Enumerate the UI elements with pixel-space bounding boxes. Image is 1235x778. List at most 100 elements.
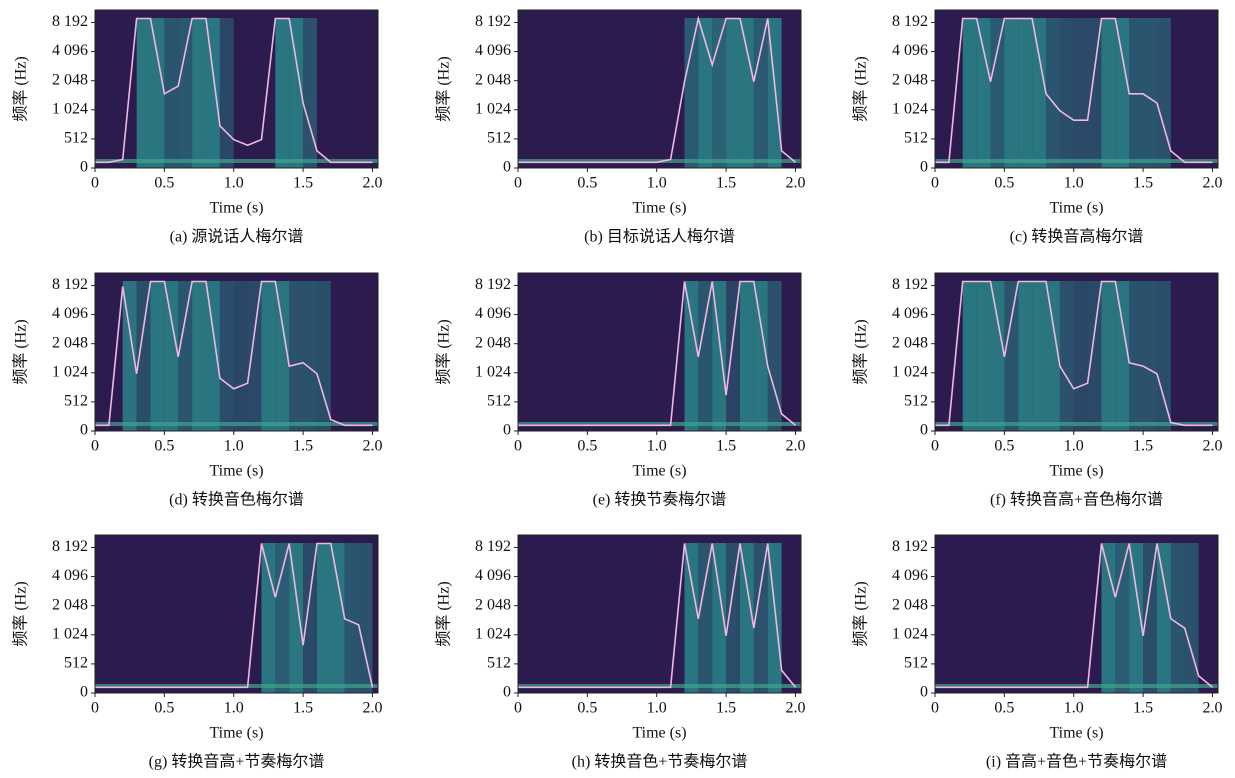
y-tick-label: 8 192: [475, 13, 511, 30]
x-tick-label: 0.5: [994, 175, 1014, 192]
x-tick-label: 0.5: [154, 438, 174, 455]
y-tick-label: 1 024: [892, 363, 928, 380]
y-tick-label: 0: [920, 159, 928, 176]
x-tick-label: 0: [514, 175, 522, 192]
y-tick-label: 2 048: [892, 596, 928, 613]
y-tick-label: 4 096: [52, 42, 88, 59]
spectrogram-cell: [726, 281, 740, 431]
spectrogram-cell: [962, 281, 977, 431]
x-tick-label: 1.0: [224, 700, 244, 717]
spectrogram-cell: [990, 18, 1005, 168]
contour-line: [95, 280, 373, 427]
spectrogram-cell: [303, 18, 317, 168]
spectrogram-cell: [178, 18, 193, 168]
x-tick-label: 0.5: [154, 175, 174, 192]
caption: (d) 转换音色梅尔谱: [169, 491, 304, 509]
contour-line: [518, 543, 797, 689]
spectrogram-cell: [275, 18, 290, 168]
spectrogram-cell: [698, 281, 713, 431]
x-tick-label: 1.5: [716, 175, 736, 192]
spectrogram-cell: [1032, 18, 1046, 168]
spectrogram-cell: [684, 18, 699, 168]
x-tick-label: 2.0: [1202, 700, 1222, 717]
y-tick-label: 512: [64, 130, 88, 147]
x-axis-label: Time (s): [209, 725, 263, 742]
spectrogram-cell: [358, 543, 373, 693]
spectrogram-cell: [1115, 543, 1130, 693]
y-tick-label: 0: [920, 684, 928, 701]
x-axis-label: Time (s): [632, 463, 686, 480]
plot-frame: [94, 534, 379, 694]
spectrogram-cell: [1170, 543, 1185, 693]
spectrogram-cell: [1101, 281, 1116, 431]
low-band: [95, 159, 378, 163]
spectrogram-cell: [976, 281, 991, 431]
y-tick-label: 4 096: [892, 42, 928, 59]
low-band: [95, 422, 378, 426]
y-tick-label: 0: [80, 159, 88, 176]
x-tick-label: 1.5: [1133, 175, 1153, 192]
spectrogram-cell: [150, 18, 165, 168]
x-tick-label: 1.0: [224, 175, 244, 192]
spectrogram-cell: [1156, 18, 1171, 168]
y-axis-label: 频率 (Hz): [12, 581, 30, 646]
spectrogram-cell: [739, 543, 754, 693]
spectrogram-cell: [753, 281, 768, 431]
x-tick-label: 0.5: [577, 700, 597, 717]
spectrogram-cell: [205, 18, 220, 168]
spectrogram-cell: [739, 18, 754, 168]
x-tick-label: 1.0: [1064, 438, 1084, 455]
y-axis-label: 频率 (Hz): [435, 319, 453, 384]
spectrogram-cell: [1156, 543, 1171, 693]
y-tick-label: 4 096: [52, 305, 88, 322]
y-tick-label: 1 024: [892, 625, 928, 642]
y-tick-label: 512: [64, 393, 88, 410]
y-tick-label: 1 024: [475, 100, 511, 117]
y-axis-label: 频率 (Hz): [852, 319, 870, 384]
spectrogram-cell: [712, 543, 727, 693]
plot-frame: [517, 9, 802, 169]
spectrogram-cell: [990, 281, 1005, 431]
x-tick-label: 0: [931, 438, 939, 455]
caption: (a) 源说话人梅尔谱: [170, 228, 304, 246]
spectrogram-cell: [1101, 18, 1116, 168]
spectrogram-cell: [962, 18, 977, 168]
x-tick-label: 0.5: [994, 438, 1014, 455]
spectrogram-cell: [192, 18, 206, 168]
spectrogram-cell: [122, 281, 137, 431]
x-tick-label: 2.0: [362, 175, 382, 192]
caption: (i) 音高+音色+节奏梅尔谱: [986, 753, 1167, 771]
spectrogram-cell: [289, 18, 304, 168]
caption: (g) 转换音高+节奏梅尔谱: [149, 753, 325, 771]
y-axis-label: 频率 (Hz): [852, 56, 870, 121]
contour-line: [95, 17, 373, 164]
x-tick-label: 1.5: [293, 438, 313, 455]
x-tick-label: 0: [91, 700, 99, 717]
y-tick-label: 2 048: [52, 71, 88, 88]
spectrogram-cell: [275, 281, 290, 431]
caption: (b) 目标说话人梅尔谱: [584, 228, 735, 246]
plot-frame: [517, 534, 802, 694]
spectrogram-cell: [1087, 18, 1102, 168]
y-tick-label: 8 192: [892, 276, 928, 293]
x-tick-label: 1.0: [1064, 175, 1084, 192]
x-tick-label: 0: [514, 700, 522, 717]
spectrogram-cell: [1143, 543, 1157, 693]
spectrogram-cell: [275, 543, 290, 693]
spectrogram-cell: [726, 18, 740, 168]
y-tick-label: 1 024: [52, 100, 88, 117]
low-band: [518, 422, 801, 426]
spectrogram-cell: [178, 281, 193, 431]
x-tick-label: 1.0: [647, 175, 667, 192]
low-band: [935, 159, 1218, 163]
spectrogram-cell: [1045, 281, 1060, 431]
spectrogram-cell: [330, 543, 345, 693]
y-tick-label: 0: [503, 422, 511, 439]
spectrogram-cell: [1018, 18, 1033, 168]
y-axis-label: 频率 (Hz): [12, 319, 30, 384]
x-tick-label: 0.5: [577, 175, 597, 192]
y-tick-label: 0: [80, 684, 88, 701]
caption: (c) 转换音高梅尔谱: [1010, 228, 1144, 246]
x-tick-label: 2.0: [785, 438, 805, 455]
